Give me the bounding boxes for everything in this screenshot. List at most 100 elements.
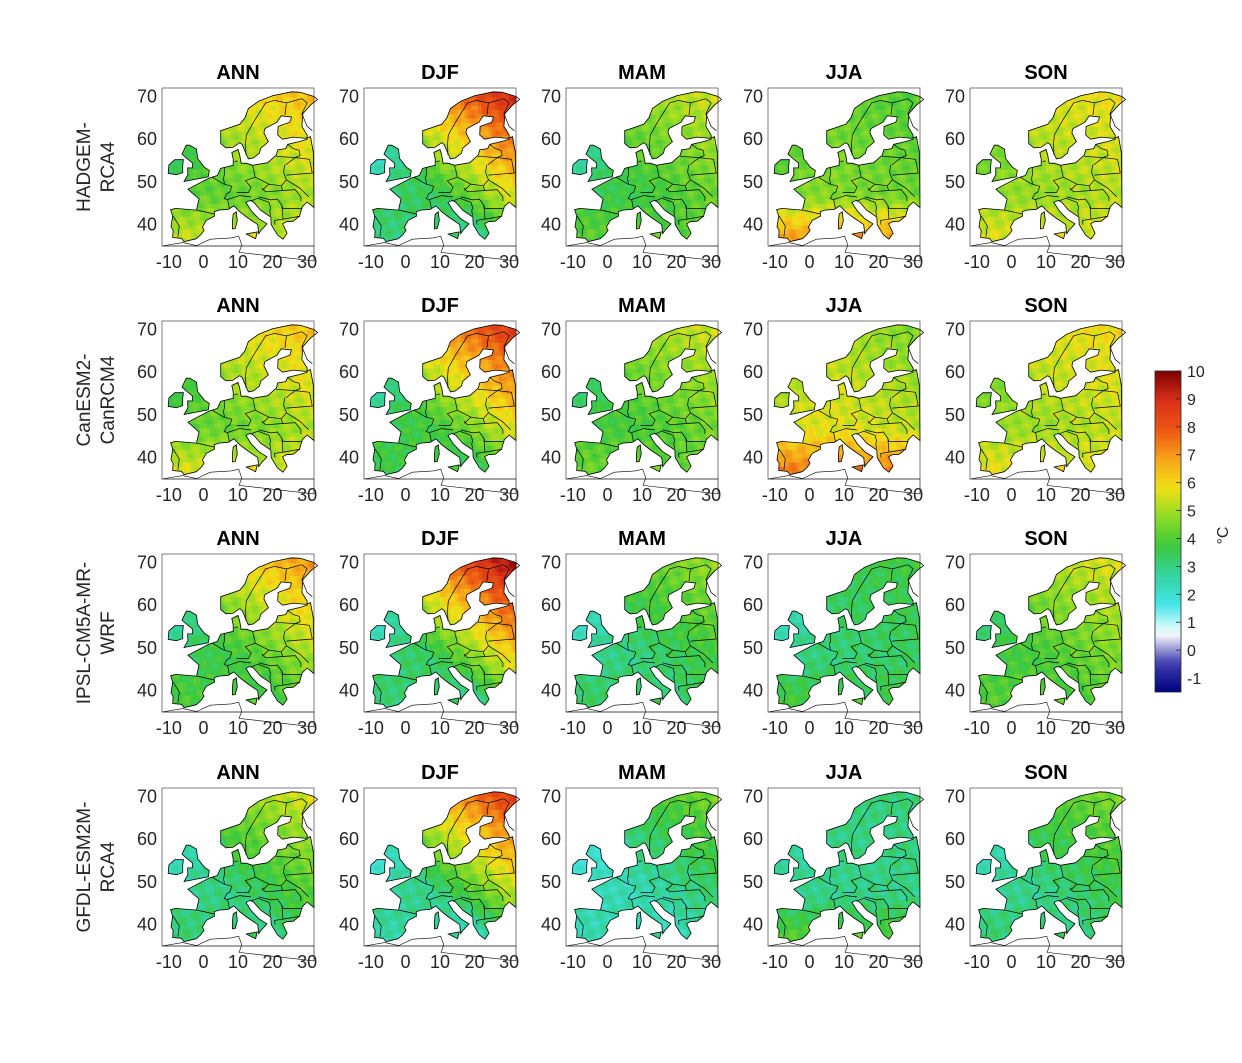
country-border xyxy=(881,377,907,391)
country-border xyxy=(477,610,503,624)
country-border xyxy=(1066,662,1111,675)
map-grid: ANN -10 0 10 20 30 70 60 50 40 DJF -10 0 10 20 30 70 60 50… xyxy=(137,62,1127,972)
temperature-field xyxy=(168,557,315,708)
map-panel-jja-row2: JJA -10 0 10 20 30 70 60 50 40 xyxy=(743,295,925,505)
x-tick-label: 30 xyxy=(499,485,519,505)
row-label-line: IPSL-CM5A-MR- xyxy=(74,562,95,705)
x-tick-label: 0 xyxy=(198,252,208,272)
country-border xyxy=(286,798,313,831)
country-border xyxy=(665,183,687,191)
x-tick-label: 0 xyxy=(1006,485,1016,505)
country-border xyxy=(980,448,988,470)
country-border xyxy=(484,681,503,686)
coastline-ireland xyxy=(773,859,790,876)
y-tick-label: 40 xyxy=(339,448,359,468)
y-tick-label: 40 xyxy=(743,215,763,235)
country-border xyxy=(601,209,619,215)
coastline-mainland xyxy=(574,791,723,943)
y-tick-label: 50 xyxy=(137,638,157,658)
y-tick-label: 50 xyxy=(541,638,561,658)
temperature-field xyxy=(370,91,517,242)
country-border xyxy=(476,671,486,691)
row-label-line: HADGEM- xyxy=(74,122,95,212)
temperature-field xyxy=(168,324,315,475)
country-border xyxy=(842,165,862,193)
temperature-field xyxy=(572,791,719,942)
x-tick-label: 10 xyxy=(834,952,854,972)
country-border xyxy=(615,176,637,209)
country-border xyxy=(1094,331,1121,364)
coastline-africa xyxy=(969,235,1123,262)
country-border xyxy=(861,409,875,418)
y-tick-label: 60 xyxy=(945,595,965,615)
country-border xyxy=(236,631,256,659)
row-label-line: CanRCM4 xyxy=(98,355,119,444)
y-tick-label: 60 xyxy=(339,362,359,382)
country-border xyxy=(665,416,687,424)
map-panel-jja-row4: JJA -10 0 10 20 30 70 60 50 40 xyxy=(743,762,925,972)
coastline-mainland xyxy=(170,791,319,943)
y-tick-label: 60 xyxy=(743,129,763,149)
x-tick-label: 10 xyxy=(430,252,450,272)
y-tick-label: 40 xyxy=(137,915,157,935)
x-tick-label: 30 xyxy=(903,485,923,505)
country-border xyxy=(662,662,707,675)
y-tick-label: 50 xyxy=(945,872,965,892)
x-tick-label: 0 xyxy=(1006,952,1016,972)
x-tick-label: 20 xyxy=(1071,485,1091,505)
country-border xyxy=(1069,653,1110,668)
country-border xyxy=(1093,623,1121,642)
x-tick-label: 10 xyxy=(430,485,450,505)
country-border xyxy=(654,430,675,449)
x-tick-label: 30 xyxy=(499,952,519,972)
temperature-field xyxy=(976,557,1123,708)
country-border xyxy=(864,662,909,675)
country-border xyxy=(452,430,473,449)
y-tick-label: 70 xyxy=(339,787,359,807)
country-border xyxy=(856,430,877,449)
country-border xyxy=(1083,610,1109,624)
coastline-africa xyxy=(161,235,315,262)
country-border xyxy=(374,915,382,937)
country-border xyxy=(1058,663,1079,682)
country-border xyxy=(640,631,660,659)
map-panel-son-row2: SON -10 0 10 20 30 70 60 50 40 xyxy=(945,295,1127,505)
temperature-field xyxy=(774,791,921,942)
coastline-corsica_sardinia xyxy=(636,677,642,696)
x-tick-label: 30 xyxy=(499,252,519,272)
row-label-line: GFDL-ESM2M- xyxy=(74,802,95,933)
country-border xyxy=(1035,195,1059,200)
axes-frame xyxy=(565,87,719,247)
country-border xyxy=(867,883,889,891)
coastline-mainland xyxy=(978,791,1127,943)
row-label: HADGEM- RCA4 xyxy=(74,122,119,212)
country-border xyxy=(892,798,919,831)
country-border xyxy=(460,196,505,209)
country-border xyxy=(399,442,417,448)
country-border xyxy=(861,642,875,651)
coastline-corsica_sardinia xyxy=(232,677,238,696)
country-border xyxy=(258,429,303,442)
coastline-britain xyxy=(989,377,1018,416)
coastline-ireland xyxy=(975,625,992,642)
country-border xyxy=(1035,895,1059,900)
country-border xyxy=(488,98,515,131)
x-tick-label: -10 xyxy=(762,485,788,505)
country-border xyxy=(1019,409,1041,442)
country-border xyxy=(665,420,706,435)
country-border xyxy=(429,895,453,900)
country-border xyxy=(690,564,717,597)
country-border xyxy=(280,864,287,887)
country-border xyxy=(833,661,857,666)
country-border xyxy=(665,187,706,202)
coastline-corsica_sardinia xyxy=(434,911,440,930)
country-border xyxy=(197,909,215,915)
country-border xyxy=(888,215,907,220)
coastline-africa xyxy=(767,468,921,495)
country-border xyxy=(1005,209,1023,215)
country-border xyxy=(1063,642,1077,651)
y-tick-label: 50 xyxy=(339,172,359,192)
country-border xyxy=(1082,905,1092,925)
coastline-ireland xyxy=(369,859,386,876)
